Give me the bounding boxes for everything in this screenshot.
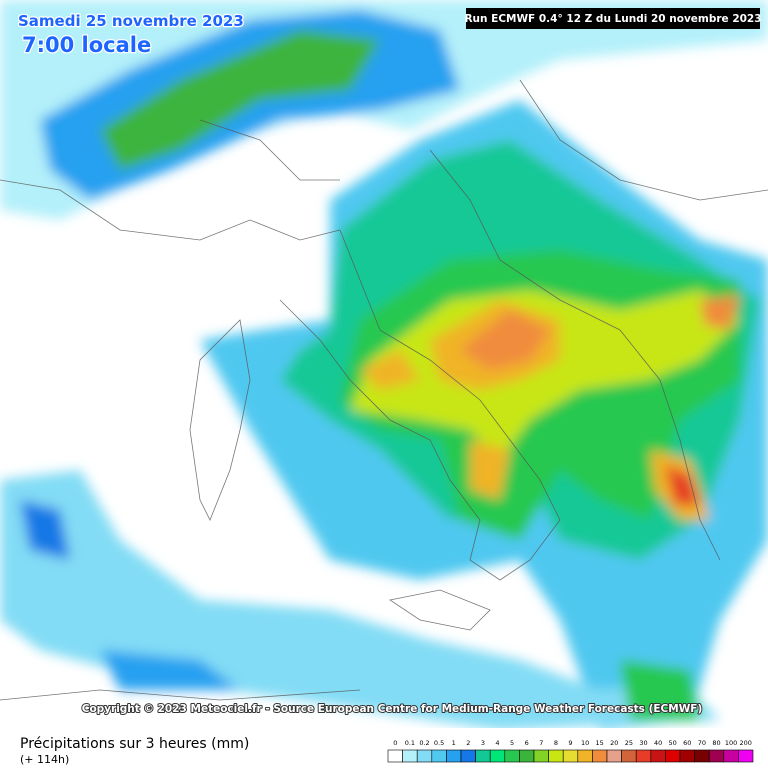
scale-label: 5 xyxy=(510,739,514,747)
scale-label: 25 xyxy=(625,739,633,747)
scale-swatch xyxy=(621,749,637,763)
scale-label: 0.5 xyxy=(434,739,444,747)
scale-swatch xyxy=(665,749,681,763)
run-banner xyxy=(466,8,760,29)
scale-label: 3 xyxy=(481,739,485,747)
scale-label: 15 xyxy=(596,739,604,747)
legend-title: Précipitations sur 3 heures (mm) xyxy=(20,736,249,752)
scale-label: 2 xyxy=(466,739,470,747)
scale-swatch xyxy=(679,749,695,763)
scale-label: 4 xyxy=(495,739,499,747)
scale-swatch xyxy=(489,749,506,763)
scale-label: 70 xyxy=(698,739,706,747)
scale-label: 6 xyxy=(525,739,529,747)
scale-label: 200 xyxy=(739,739,751,747)
precipitation-field xyxy=(0,0,768,730)
scale-swatch xyxy=(694,749,710,763)
scale-swatch xyxy=(592,749,608,763)
copyright: Copyright © 2023 Meteociel.fr - Source E… xyxy=(82,703,703,715)
legend-subtitle: (+ 114h) xyxy=(20,753,69,766)
scale-label: 0.2 xyxy=(419,739,429,747)
scale-label: 60 xyxy=(683,739,691,747)
scale-label: 10 xyxy=(581,739,589,747)
borders xyxy=(0,79,768,701)
scale-label: 40 xyxy=(654,739,662,747)
scale-label: 0 xyxy=(393,739,397,747)
scale-label: 0.1 xyxy=(405,739,415,747)
scale-swatch xyxy=(738,749,754,763)
scale-label: 20 xyxy=(610,739,618,747)
scale-swatch xyxy=(606,749,622,763)
scale-swatch xyxy=(548,749,564,763)
scale-label: 30 xyxy=(639,739,647,747)
scale-swatch xyxy=(446,749,462,763)
color-scale: 0 0.1 0.2 0.5 1 2 3 4 5 6 7 8 9 10 15 20 25 30 40 50 60 70 80 1… xyxy=(387,739,754,763)
scale-swatch xyxy=(460,749,476,763)
scale-label: 8 xyxy=(554,739,558,747)
scale-swatch xyxy=(416,749,433,763)
map-date: Samedi 25 novembre 2023 xyxy=(18,12,244,30)
scale-label: 9 xyxy=(568,739,572,747)
scale-swatch xyxy=(475,749,491,763)
scale-swatch xyxy=(402,749,418,763)
scale-swatch xyxy=(387,749,403,763)
run-info: Run ECMWF 0.4° 12 Z du Lundi 20 novembre… xyxy=(464,13,761,25)
scale-label: 80 xyxy=(712,739,720,747)
scale-swatch xyxy=(562,749,579,763)
scale-label: 100 xyxy=(725,739,737,747)
scale-swatch xyxy=(431,749,447,763)
scale-swatch xyxy=(650,749,666,763)
map-time: 7:00 locale xyxy=(22,33,151,57)
scale-swatch xyxy=(708,749,725,763)
scale-swatch xyxy=(635,749,652,763)
scale-swatch xyxy=(723,749,739,763)
scale-label: 1 xyxy=(452,739,456,747)
scale-label: 7 xyxy=(539,739,543,747)
scale-label: 50 xyxy=(669,739,677,747)
scale-swatch xyxy=(577,749,593,763)
scale-swatch xyxy=(504,749,520,763)
scale-swatch xyxy=(533,749,549,763)
scale-swatch xyxy=(519,749,535,763)
